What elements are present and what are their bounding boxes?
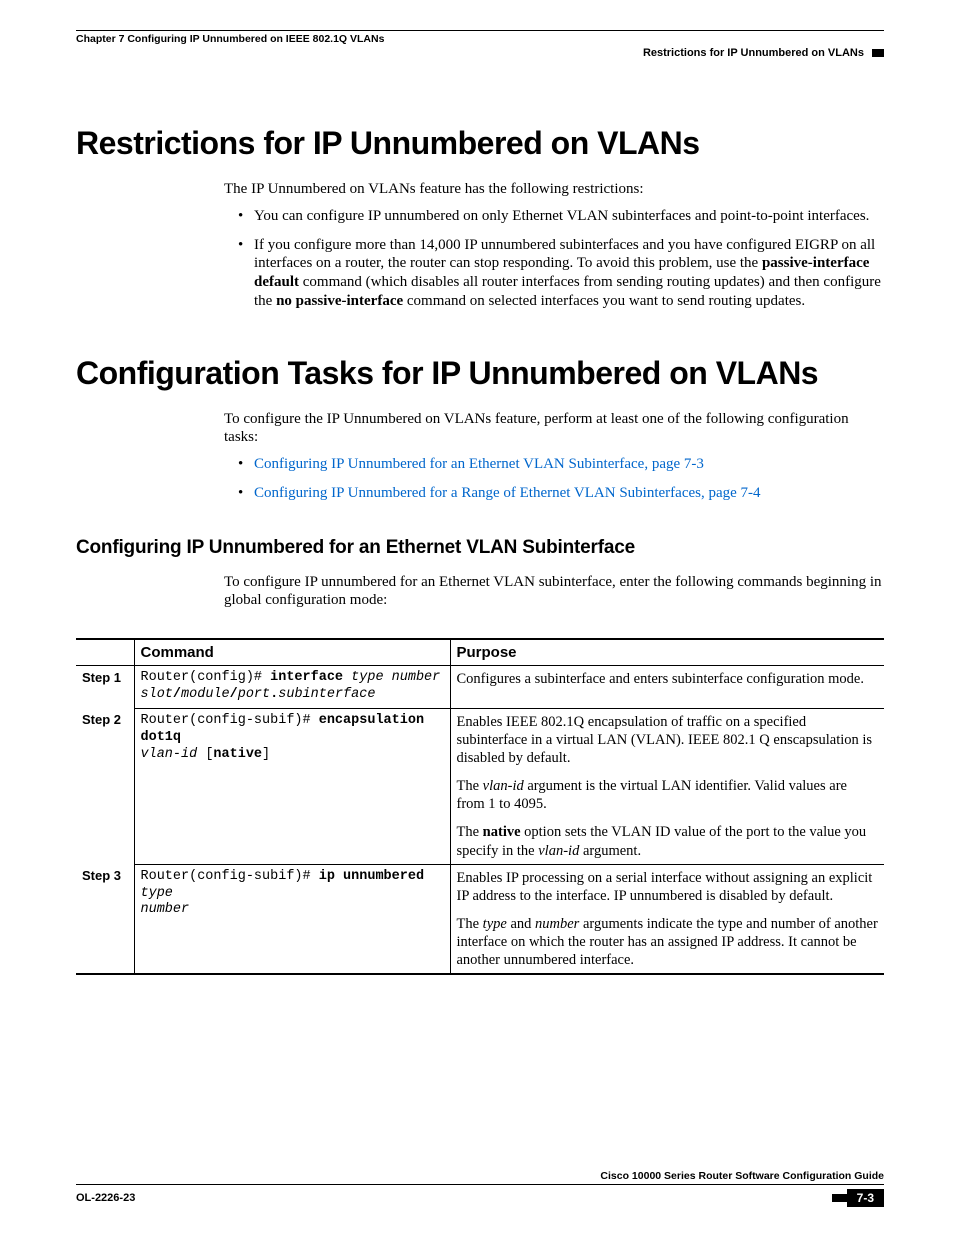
step-label-2: Step 2	[76, 708, 134, 864]
config-link-2[interactable]: Configuring IP Unnumbered for a Range of…	[254, 484, 884, 503]
table-row: Step 1 Router(config)# interface type nu…	[76, 666, 884, 709]
config-intro: To configure the IP Unnumbered on VLANs …	[224, 410, 884, 448]
restriction-text-1: You can configure IP unnumbered on only …	[254, 207, 884, 226]
step-command-2: Router(config-subif)# encapsulation dot1…	[134, 708, 450, 864]
footer-guide-title: Cisco 10000 Series Router Software Confi…	[76, 1170, 884, 1184]
step-purpose-3: Enables IP processing on a serial interf…	[450, 864, 884, 974]
page-footer: Cisco 10000 Series Router Software Confi…	[76, 1170, 884, 1207]
step-purpose-2: Enables IEEE 802.1Q encapsulation of tra…	[450, 708, 884, 864]
bullet-icon: •	[238, 207, 254, 226]
step-label-3: Step 3	[76, 864, 134, 974]
th-purpose: Purpose	[450, 639, 884, 666]
step-command-1: Router(config)# interface type number sl…	[134, 666, 450, 709]
step-purpose-1: Configures a subinterface and enters sub…	[450, 666, 884, 709]
config-link-1[interactable]: Configuring IP Unnumbered for an Etherne…	[254, 455, 884, 474]
footer-marker	[832, 1194, 848, 1202]
step-command-3: Router(config-subif)# ip unnumbered type…	[134, 864, 450, 974]
steps-table: Command Purpose Step 1 Router(config)# i…	[76, 638, 884, 975]
config-link-bullet-2: • Configuring IP Unnumbered for a Range …	[238, 484, 884, 503]
heading-restrictions: Restrictions for IP Unnumbered on VLANs	[76, 125, 884, 162]
subif-intro: To configure IP unnumbered for an Ethern…	[224, 573, 884, 611]
bullet-icon: •	[238, 236, 254, 311]
restriction-bullet-1: • You can configure IP unnumbered on onl…	[238, 207, 884, 226]
restriction-bullet-2: • If you configure more than 14,000 IP u…	[238, 236, 884, 311]
header-section: Restrictions for IP Unnumbered on VLANs	[643, 47, 864, 59]
restrictions-intro: The IP Unnumbered on VLANs feature has t…	[224, 180, 884, 199]
header-marker	[872, 49, 884, 57]
bullet-icon: •	[238, 455, 254, 474]
bullet-icon: •	[238, 484, 254, 503]
footer-page-number: 7-3	[847, 1189, 884, 1207]
th-command: Command	[134, 639, 450, 666]
footer-rule	[76, 1184, 884, 1185]
restriction-text-2: If you configure more than 14,000 IP unn…	[254, 236, 884, 311]
th-blank	[76, 639, 134, 666]
table-row: Step 3 Router(config-subif)# ip unnumber…	[76, 864, 884, 974]
config-link-bullet-1: • Configuring IP Unnumbered for an Ether…	[238, 455, 884, 474]
table-row: Step 2 Router(config-subif)# encapsulati…	[76, 708, 884, 864]
heading-config-tasks: Configuration Tasks for IP Unnumbered on…	[76, 355, 884, 392]
header-chapter: Chapter 7 Configuring IP Unnumbered on I…	[76, 33, 884, 45]
heading-subinterface: Configuring IP Unnumbered for an Etherne…	[76, 537, 884, 559]
step-label-1: Step 1	[76, 666, 134, 709]
footer-doc-id: OL-2226-23	[76, 1192, 135, 1204]
header-rule	[76, 30, 884, 31]
